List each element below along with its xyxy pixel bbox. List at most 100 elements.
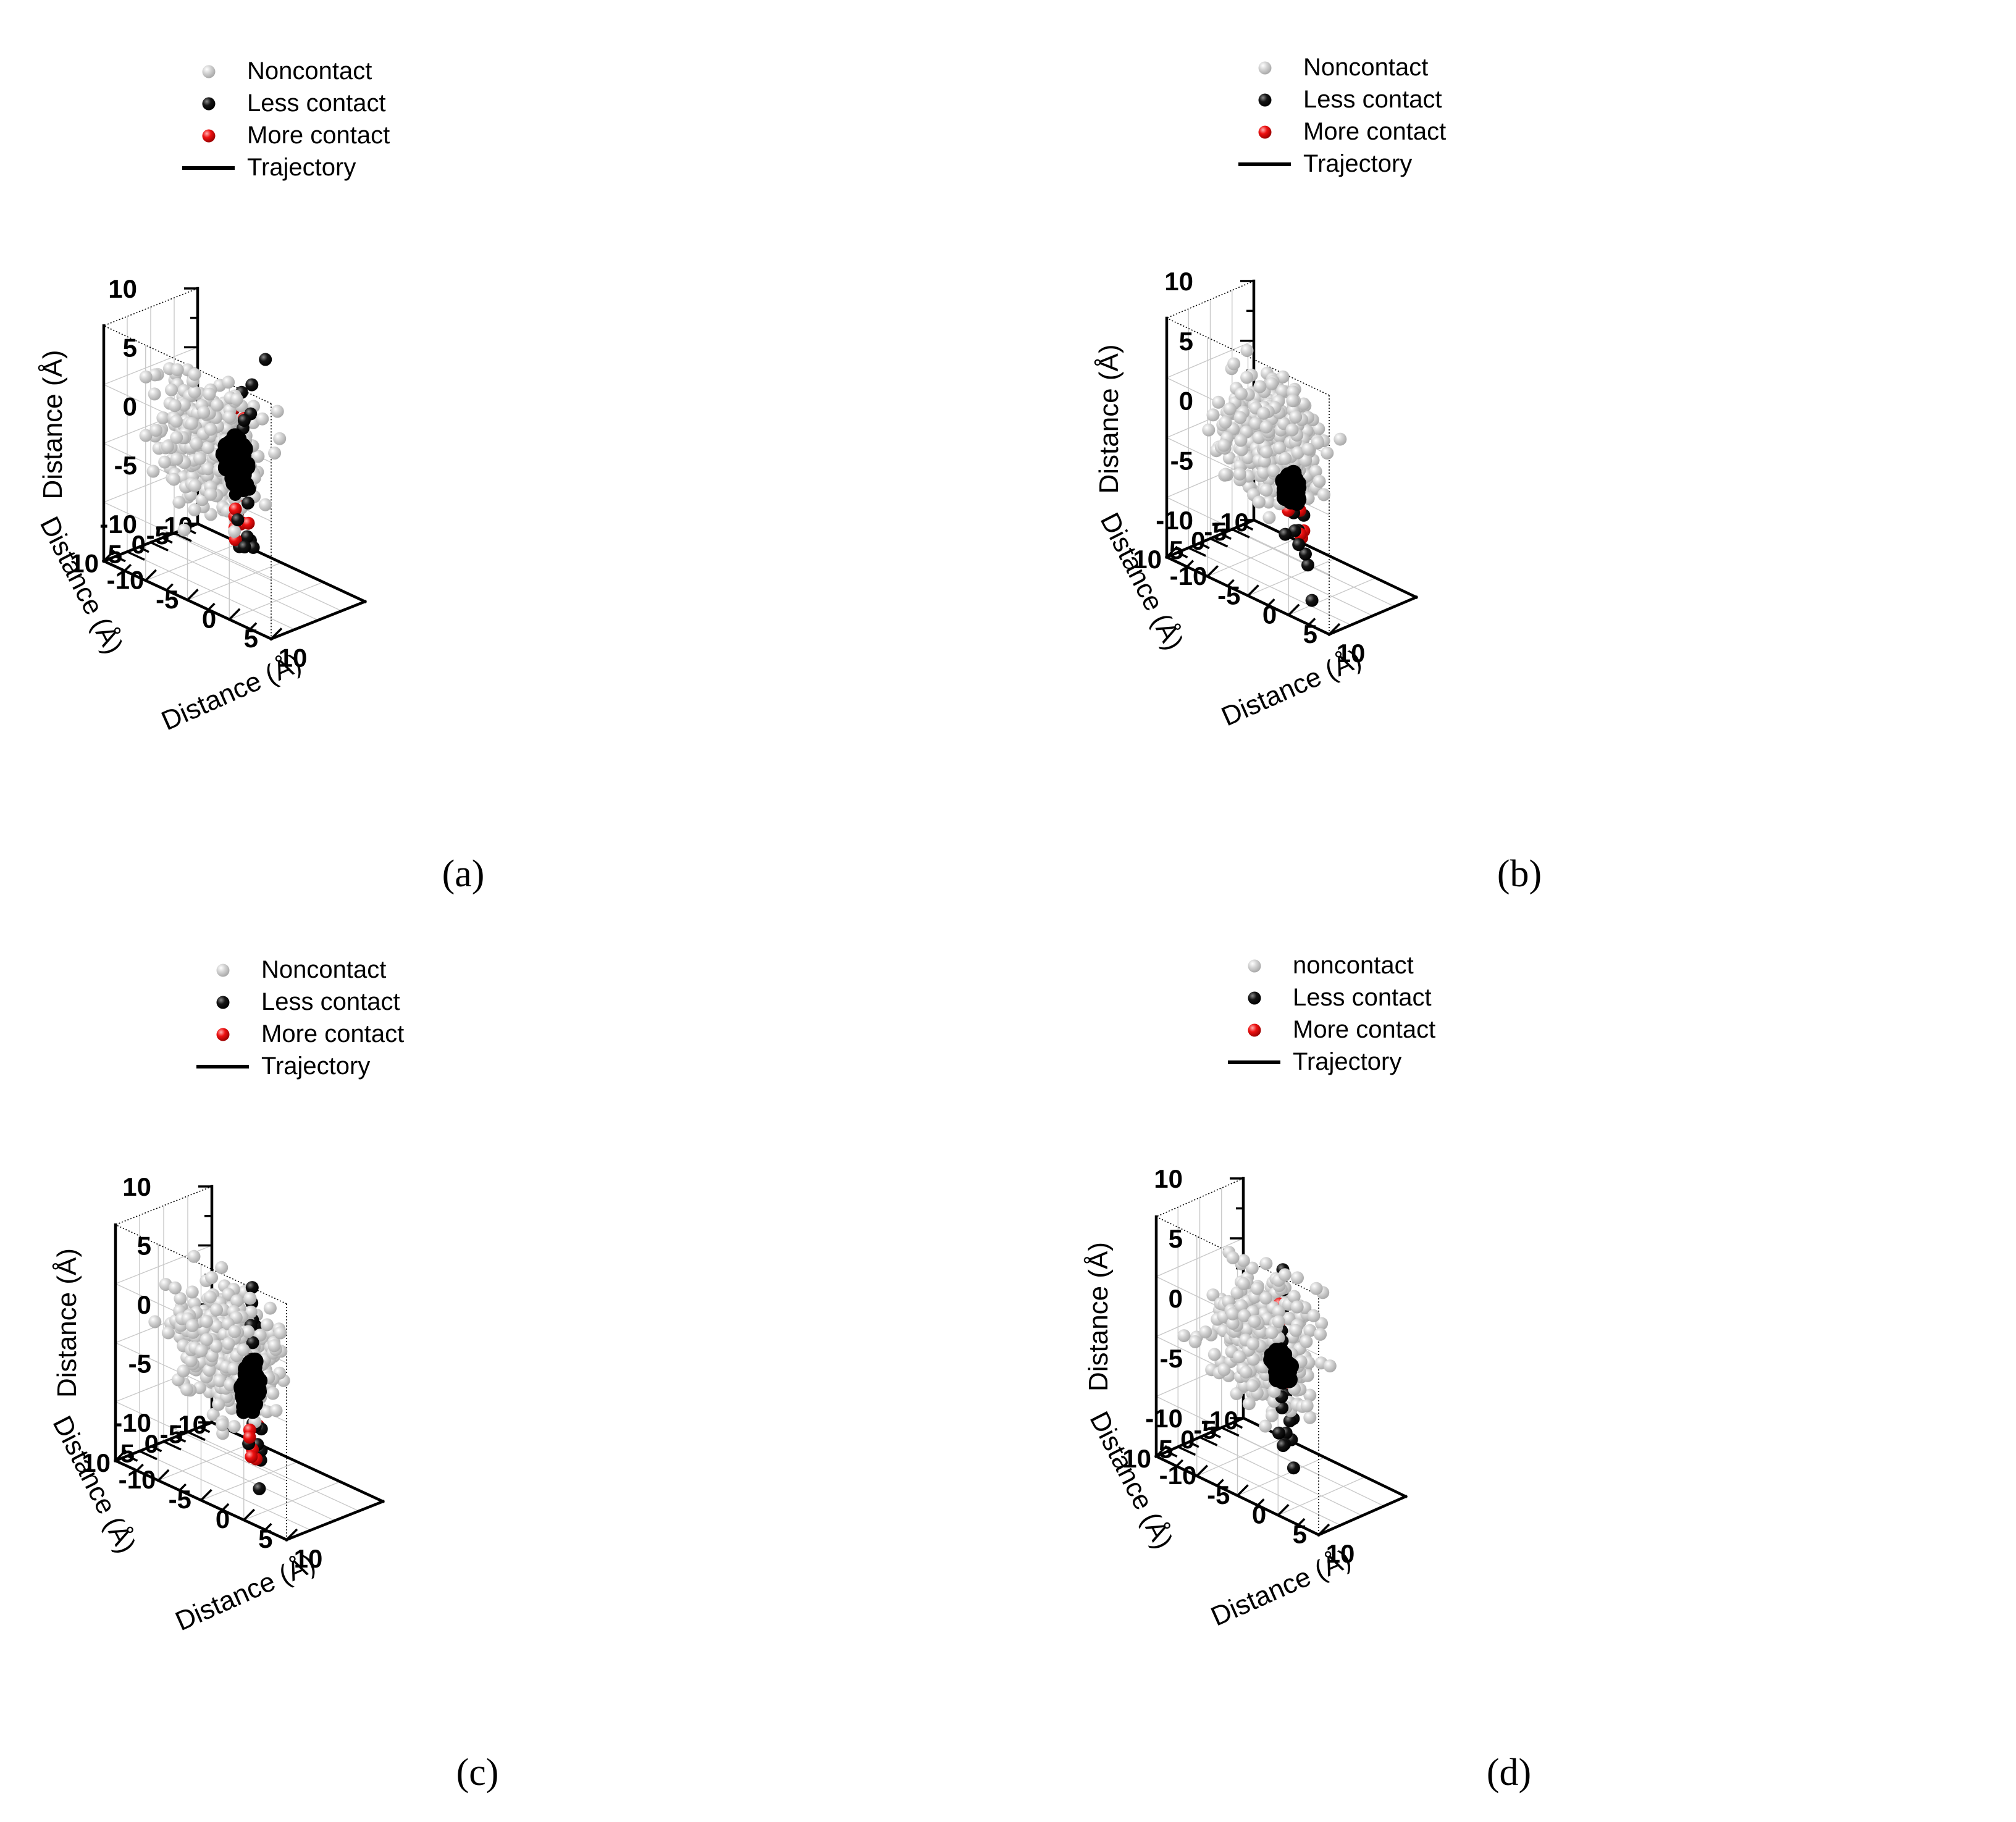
legend-entry: More contact xyxy=(261,1020,404,1047)
noncontact-point xyxy=(1289,1324,1303,1337)
legend-marker xyxy=(1248,959,1261,973)
legend-marker xyxy=(1258,61,1272,75)
y-tick-label: 10 xyxy=(1122,1444,1151,1473)
noncontact-point xyxy=(1259,420,1273,434)
noncontact-point xyxy=(1233,411,1247,424)
floor-edge-line xyxy=(1241,1416,1408,1499)
noncontact-point xyxy=(1311,436,1325,450)
floor-edge-line xyxy=(1327,595,1418,636)
noncontact-point xyxy=(139,370,153,384)
less-contact-point xyxy=(1277,1439,1290,1452)
noncontact-point xyxy=(188,385,201,399)
noncontact-point xyxy=(170,430,183,444)
noncontact-point xyxy=(201,441,215,455)
noncontact-point xyxy=(259,498,272,511)
noncontact-point xyxy=(149,424,163,437)
floor-edge-line xyxy=(210,1421,385,1503)
noncontact-point xyxy=(1252,495,1266,509)
noncontact-point xyxy=(1230,1387,1243,1400)
noncontact-point xyxy=(1323,1359,1337,1373)
legend-entry: More contact xyxy=(247,122,390,149)
y-tick-label: 5 xyxy=(120,1439,135,1468)
less-contact-point xyxy=(245,1281,259,1295)
noncontact-point xyxy=(267,1339,281,1353)
noncontact-point xyxy=(203,1364,216,1377)
y-tick-label: 10 xyxy=(1133,545,1162,574)
floor-edge-line xyxy=(1317,1495,1408,1537)
noncontact-point xyxy=(1246,1379,1259,1392)
noncontact-point xyxy=(1309,1282,1323,1295)
noncontact-point xyxy=(251,450,265,463)
less-contact-point xyxy=(1272,1426,1285,1440)
noncontact-point xyxy=(1265,377,1279,390)
noncontact-point xyxy=(1273,441,1287,455)
noncontact-point xyxy=(1234,434,1248,447)
noncontact-point xyxy=(156,411,170,424)
noncontact-point xyxy=(187,1249,201,1263)
noncontact-point xyxy=(170,452,183,466)
y-tick-label: 5 xyxy=(108,539,122,568)
noncontact-point xyxy=(161,1326,175,1340)
less-contact-point xyxy=(242,497,254,510)
legend: Noncontact Less contact More contact Trajec… xyxy=(182,57,390,181)
y-tick-label: -5 xyxy=(160,1420,183,1449)
less-contact-point xyxy=(253,1482,266,1495)
noncontact-point xyxy=(193,451,206,465)
noncontact-point xyxy=(161,440,174,453)
noncontact-point xyxy=(1267,1385,1281,1398)
y-tick-label: -10 xyxy=(1201,1406,1238,1435)
noncontact-point xyxy=(188,503,201,516)
x-axis-title: Distance (Å) xyxy=(171,1548,320,1637)
noncontact-point xyxy=(1223,402,1237,416)
less-contact-point xyxy=(1279,527,1292,541)
trajectory-path xyxy=(1263,1342,1300,1390)
legend: noncontact Less contact More contact Trajec… xyxy=(1228,952,1435,1075)
noncontact-point xyxy=(165,383,178,397)
noncontact-point xyxy=(1290,1300,1304,1314)
less-contact-point xyxy=(237,414,251,427)
legend-entry: noncontact xyxy=(1293,952,1414,979)
noncontact-point xyxy=(1303,1388,1317,1402)
trajectory-segment xyxy=(253,1377,266,1390)
bounding-box xyxy=(115,1186,287,1540)
noncontact-point xyxy=(222,376,235,389)
noncontact-point xyxy=(1233,468,1246,481)
z-tick-label: -10 xyxy=(114,1408,151,1437)
legend-entry: More contact xyxy=(1303,118,1446,145)
noncontact-point xyxy=(1199,1325,1212,1339)
noncontact-point xyxy=(1307,1309,1321,1322)
x-tick-label: -10 xyxy=(107,565,145,594)
noncontact-point xyxy=(1259,484,1273,497)
y-tick-label: 5 xyxy=(1159,1435,1173,1464)
noncontact-point xyxy=(1248,1315,1261,1329)
y-tick-label: 0 xyxy=(1191,526,1205,555)
noncontact-point xyxy=(1334,432,1347,446)
noncontact-point xyxy=(195,1344,208,1358)
noncontact-point xyxy=(1217,1363,1231,1377)
legend-marker xyxy=(1248,1023,1261,1037)
noncontact-point xyxy=(190,437,203,450)
noncontact-point xyxy=(169,1281,182,1295)
trajectory-segment xyxy=(243,1361,260,1379)
x-tick-label: 5 xyxy=(244,624,258,653)
x-tick-label: 5 xyxy=(1303,619,1317,649)
noncontact-point xyxy=(209,1340,223,1353)
trajectory-segment xyxy=(227,474,245,491)
noncontact-point xyxy=(228,525,241,538)
noncontact-point xyxy=(269,1404,283,1417)
legend-marker xyxy=(1248,991,1261,1005)
floor-edge-line xyxy=(196,522,367,603)
noncontact-point xyxy=(1242,1397,1256,1411)
legend-entry: Trajectory xyxy=(261,1052,370,1080)
noncontact-point xyxy=(184,1354,198,1367)
more-contact-point xyxy=(245,1450,258,1463)
less-contact-point xyxy=(1287,1461,1300,1475)
noncontact-point xyxy=(1235,1299,1248,1312)
more-contact-point xyxy=(242,516,255,530)
y-tick-label: 5 xyxy=(1169,535,1183,565)
noncontact-point xyxy=(237,1343,250,1357)
x-tick-label: 0 xyxy=(1262,600,1277,629)
